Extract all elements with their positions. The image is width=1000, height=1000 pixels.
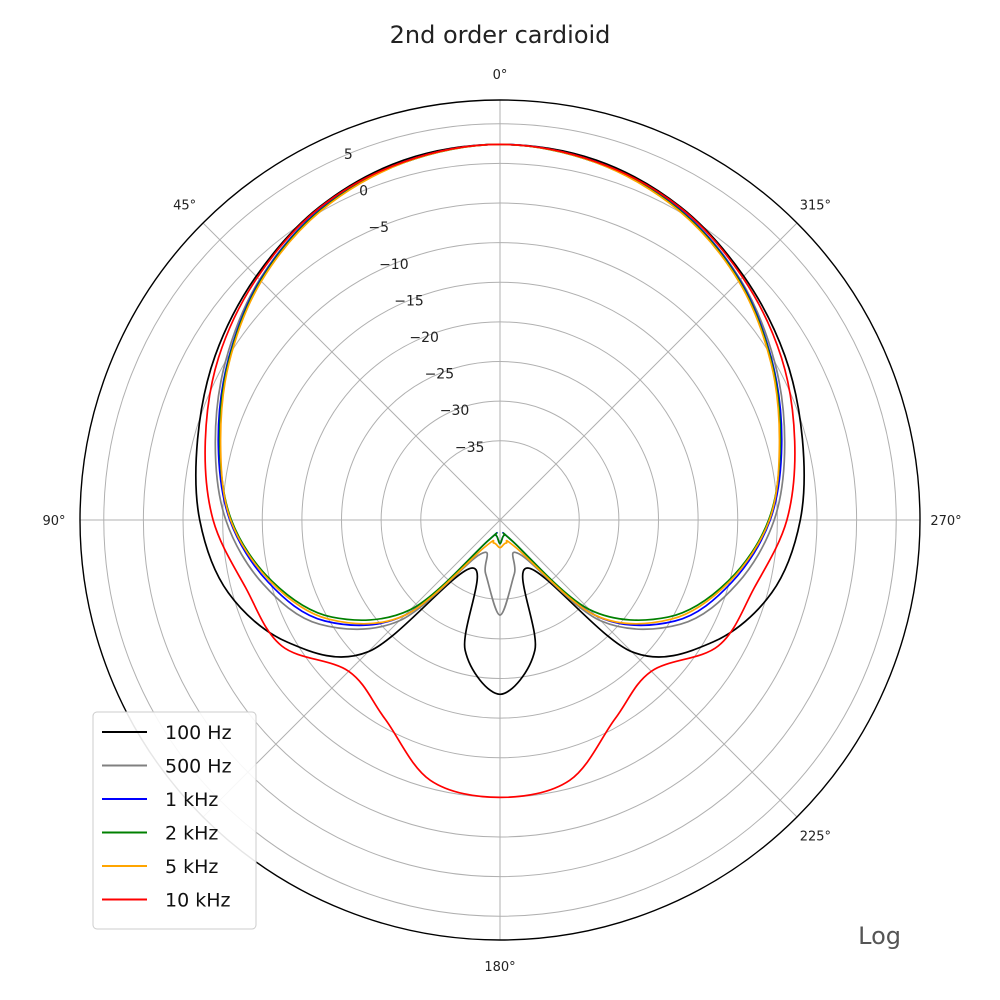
legend-entry: 2 kHz [165,823,218,845]
angular-gridline [499,519,798,818]
radial-tick-label: −30 [440,403,470,419]
scale-note: Log [858,922,901,950]
angular-gridlines [80,100,920,940]
angular-tick-label: 45° [173,199,196,214]
series-line-100-hz [194,143,806,696]
angular-gridline [202,222,501,521]
angular-tick-labels: 0° 45° 90° 180° 225° 270° 315° [42,68,961,975]
radial-tick-label: 0 [359,184,368,200]
polar-outer-ring [79,99,921,941]
series-line-10-khz [204,143,796,799]
radial-tick-label: 5 [344,147,353,163]
angular-gridline [499,222,798,521]
legend-entry: 5 kHz [165,856,218,878]
angular-tick-label: 270° [930,514,961,529]
legend-entry: 500 Hz [165,756,232,778]
legend: 100 Hz 500 Hz 1 kHz 2 kHz 5 kHz 10 kHz [92,711,257,930]
series-layer [194,143,806,799]
series-line-5-khz [219,143,781,625]
radial-tick-labels: 5 0 −5 −10 −15 −20 −25 −30 −35 [344,147,485,456]
angular-tick-label: 0° [493,68,508,83]
radial-tick-label: −35 [455,440,485,456]
angular-tick-label: 180° [484,960,515,975]
legend-entry: 100 Hz [165,722,232,744]
radial-tick-label: −15 [394,293,424,309]
radial-tick-label: −20 [409,330,439,346]
series-line-500-hz [214,143,786,631]
radial-tick-label: −5 [368,220,389,236]
chart-title: 2nd order cardioid [390,21,611,49]
legend-entry: 1 kHz [165,789,218,811]
legend-entry: 10 kHz [165,890,231,912]
radial-tick-label: −25 [425,367,455,383]
angular-tick-label: 90° [42,514,65,529]
angular-tick-label: 225° [800,829,831,844]
radial-tick-label: −10 [379,257,409,273]
angular-tick-label: 315° [800,199,831,214]
